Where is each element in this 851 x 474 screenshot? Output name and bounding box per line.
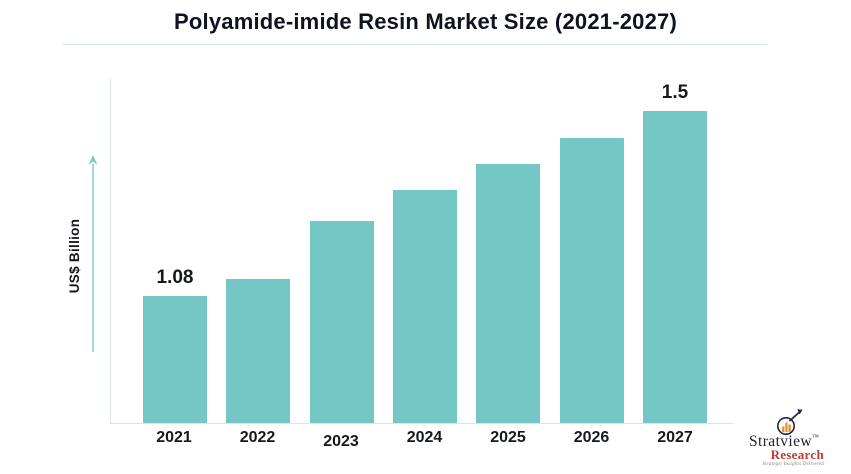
bar-column-2025 bbox=[476, 78, 541, 423]
logo-name: Stratview™ bbox=[749, 433, 819, 451]
y-axis-arrow-icon bbox=[88, 155, 98, 352]
bar-column-2023 bbox=[309, 78, 374, 423]
x-axis-label-2026: 2026 bbox=[573, 429, 610, 446]
x-axis-label-2021: 2021 bbox=[156, 429, 192, 446]
bar-column-2021: 1.08 bbox=[143, 78, 207, 423]
bar-column-2027: 1.5 bbox=[642, 78, 707, 423]
magnifier-chart-icon bbox=[777, 409, 803, 435]
bar-2023 bbox=[309, 221, 374, 423]
bar-2021 bbox=[143, 296, 207, 423]
trademark-symbol: ™ bbox=[812, 433, 820, 441]
bars-row: 1.08 1.5 bbox=[143, 78, 707, 423]
chart-title: Polyamide-imide Resin Market Size (2021-… bbox=[174, 9, 677, 34]
x-axis-label-2027: 2027 bbox=[657, 429, 693, 446]
logo-tagline: Strategic Insights Delivered bbox=[762, 462, 824, 467]
bar-2022 bbox=[226, 279, 291, 423]
x-axis-label-2025: 2025 bbox=[490, 429, 526, 446]
logo-name-text: Stratview bbox=[749, 433, 813, 450]
bar-column-2026 bbox=[559, 78, 624, 423]
bar-value-label-2027: 1.5 bbox=[661, 82, 689, 103]
x-axis-label-2023: 2023 bbox=[323, 433, 359, 450]
title-divider bbox=[63, 44, 767, 45]
stratview-research-logo: Stratview™ Research Strategic Insights D… bbox=[742, 407, 848, 471]
bar-value-label-2021: 1.08 bbox=[156, 267, 194, 288]
bar-2026 bbox=[559, 138, 624, 423]
y-axis-label: US$ Billion bbox=[67, 218, 82, 294]
x-axis-label-2024: 2024 bbox=[406, 429, 443, 446]
bar-column-2022 bbox=[226, 78, 291, 423]
logo-name2: Research bbox=[770, 447, 824, 462]
bar-2025 bbox=[476, 164, 541, 423]
plot-area: 1.08 1.5 bbox=[110, 78, 733, 424]
bar-2027 bbox=[642, 111, 707, 423]
bar-column-2024 bbox=[392, 78, 457, 423]
x-axis-label-2022: 2022 bbox=[239, 429, 276, 446]
bar-2024 bbox=[392, 190, 457, 423]
x-labels-row: 2021 2022 2023 2024 2025 2026 2027 bbox=[142, 429, 707, 450]
